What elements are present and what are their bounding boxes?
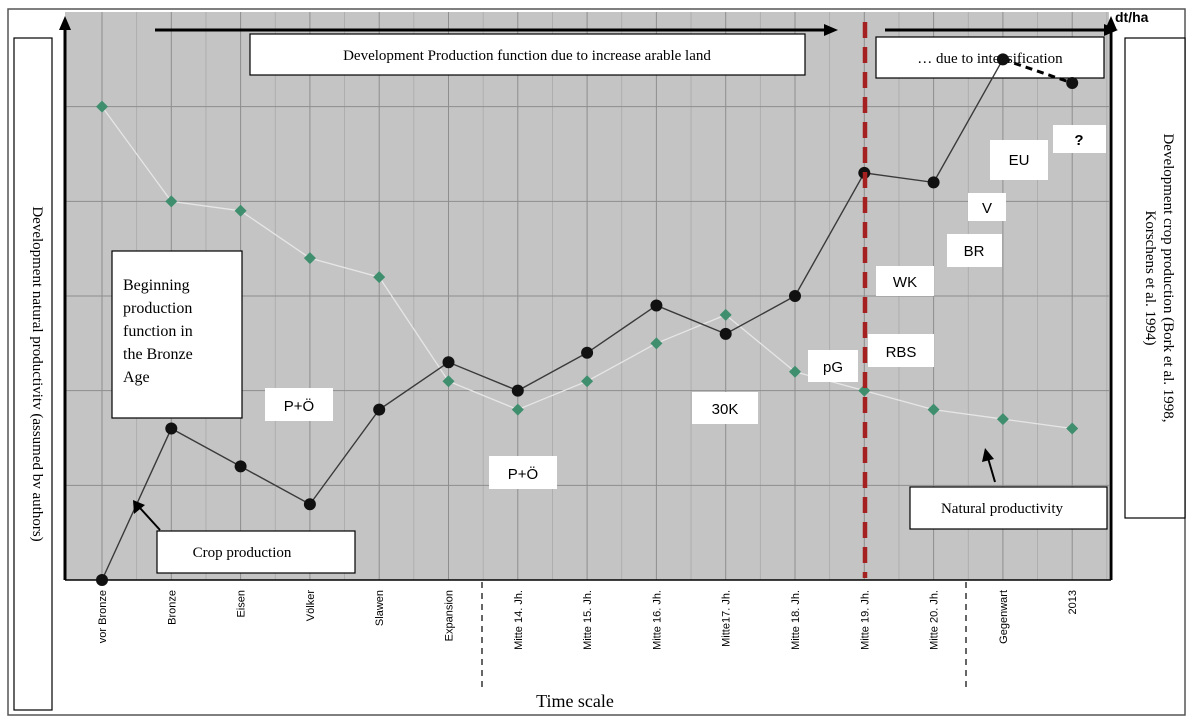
crop-production-point [1066,77,1079,89]
right-axis-title-line2: Korschens et al. 1994) [1142,211,1158,346]
header-box-right [875,36,1105,79]
beginning-box [111,250,243,419]
natural-productivity-point [996,413,1009,426]
left-axis-title: Development natural productivitv (assume… [29,206,45,541]
natural-productivity-point [1066,422,1079,435]
label-box-30k [692,392,758,424]
label-30k: 30K [712,401,739,418]
label-po-2: P+Ö [508,465,538,483]
crop-production-point [789,290,801,302]
x-tick-label: Mitte 18. Jh. [790,590,802,650]
series-line-crop-production-projection [1002,57,1073,85]
label-box-po-2 [489,456,557,489]
natural-productivity-point [858,384,871,397]
crop-production-point [927,176,940,189]
x-tick-labels: vor Bronze Bronze Eisen Völker Slawen Expansi… [97,590,1079,650]
label-box-pg [808,350,858,382]
top-arrow-left [155,24,838,36]
label-box-rbs [868,334,934,367]
x-tick-label: Mitte 15. Jh. [582,590,594,650]
x-tick-label: Gegenwart [998,590,1010,644]
label-box-v [968,193,1006,221]
crop-production-point [303,498,316,511]
left-axis [59,16,71,580]
label-eu: EU [1009,152,1030,169]
beginning-line-3: function in [123,323,193,340]
label-box-wk [876,266,934,296]
natural-productivity-point [719,308,732,321]
natural-productivity-point [373,271,386,284]
natural-productivity-point [303,252,316,265]
natural-productivity-point [165,195,178,208]
x-tick-label: Expansion [444,590,456,641]
crop-production-point [234,460,247,473]
label-box-br [947,234,1002,267]
natural-productivity-point [511,403,524,416]
crop-production-point [511,384,524,397]
label-q: ? [1074,132,1083,149]
label-v: V [982,200,992,217]
natural-productivity-box [909,486,1108,530]
label-pg: pG [823,359,843,376]
x-tick-label: Slawen [374,590,386,626]
x-tick-label: Mitte 19. Jh. [859,590,871,650]
label-po-1: P+Ö [284,397,314,415]
natural-productivity-label: Natural productivity [941,501,1064,517]
x-tick-label: Mitte17. Jh. [721,590,733,647]
crop-production-arrow [133,500,161,531]
series-line-crop-production [101,58,1004,581]
left-axis-title-box [13,37,53,711]
x-tick-label: Eisen [236,590,248,618]
natural-productivity-point [650,337,663,350]
beginning-line-2: production [123,300,192,317]
crop-production-point [373,403,386,416]
right-axis-title-line1: Development crop production (Bork et al.… [1160,133,1176,422]
label-rbs: RBS [886,344,917,361]
y-unit-label: dt/ha [1115,9,1149,25]
beginning-line-1: Beginning [123,277,190,294]
x-axis-title: Time scale [536,691,614,711]
header-right-text: … due to intensification [917,51,1063,67]
label-br: BR [964,243,985,260]
beginning-line-4: the Bronze [123,346,193,363]
x-tick-label: Mitte 20. Jh. [929,590,941,650]
right-axis-title-box [1124,37,1186,519]
label-box-po-1 [265,388,333,421]
crop-production-point [442,356,455,369]
x-tick-label: Mitte 14. Jh. [513,590,525,650]
beginning-line-5: Age [123,369,150,386]
x-tick-label: Völker [305,590,317,622]
x-tick-label: Bronze [166,590,178,625]
crop-production-point [719,327,732,340]
natural-productivity-point [442,375,455,388]
x-tick-label: Mitte 16. Jh. [651,590,663,650]
series-layer [96,53,1079,586]
label-box-q [1053,125,1106,153]
natural-productivity-point [96,100,108,113]
label-wk: WK [893,274,917,291]
crop-production-point [96,574,108,586]
label-box-eu [990,140,1048,180]
natural-productivity-point [789,365,801,378]
crop-production-point [996,53,1009,66]
crop-production-point [650,299,663,312]
natural-productivity-point [234,204,247,217]
natural-productivity-point [927,403,940,416]
header-box-left [249,33,806,76]
top-arrow-right [885,24,1118,36]
crop-production-point [581,346,594,359]
header-left-text: Development Production function due to i… [343,48,711,64]
x-tick-label: 2013 [1067,590,1079,614]
crop-production-box [156,530,356,574]
natural-productivity-arrow [982,448,996,483]
grid [65,12,1109,580]
crop-production-point [165,422,178,435]
crop-production-label: Crop production [193,545,292,561]
natural-productivity-point [581,375,594,388]
x-tick-label: vor Bronze [97,590,109,643]
